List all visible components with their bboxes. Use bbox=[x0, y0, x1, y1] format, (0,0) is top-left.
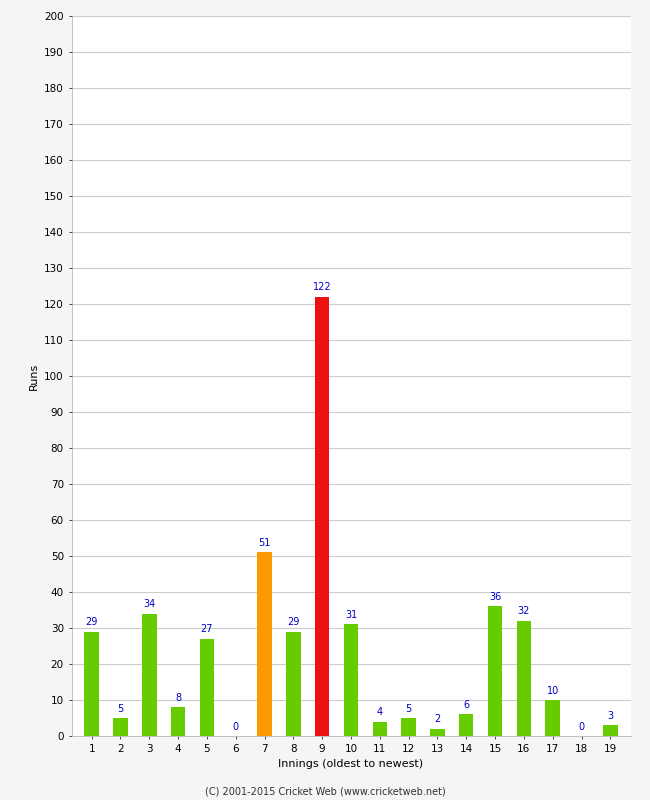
Bar bbox=[113, 718, 127, 736]
Bar bbox=[171, 707, 185, 736]
Text: 29: 29 bbox=[287, 618, 300, 627]
Bar bbox=[488, 606, 502, 736]
Bar bbox=[315, 297, 330, 736]
Bar bbox=[402, 718, 416, 736]
Bar bbox=[200, 638, 214, 736]
Text: 0: 0 bbox=[578, 722, 584, 732]
Bar bbox=[286, 632, 300, 736]
Text: 32: 32 bbox=[517, 606, 530, 617]
Text: 6: 6 bbox=[463, 700, 469, 710]
Text: 51: 51 bbox=[258, 538, 271, 548]
Bar bbox=[545, 700, 560, 736]
Text: 36: 36 bbox=[489, 592, 501, 602]
Bar bbox=[372, 722, 387, 736]
Text: 122: 122 bbox=[313, 282, 332, 293]
Bar bbox=[142, 614, 157, 736]
Text: 0: 0 bbox=[233, 722, 239, 732]
X-axis label: Innings (oldest to newest): Innings (oldest to newest) bbox=[278, 759, 424, 769]
Text: 5: 5 bbox=[118, 704, 124, 714]
Text: 5: 5 bbox=[406, 704, 411, 714]
Bar bbox=[517, 621, 531, 736]
Bar bbox=[257, 553, 272, 736]
Y-axis label: Runs: Runs bbox=[29, 362, 38, 390]
Text: 34: 34 bbox=[143, 599, 155, 610]
Text: 3: 3 bbox=[607, 711, 614, 721]
Bar bbox=[84, 632, 99, 736]
Bar bbox=[344, 624, 358, 736]
Bar bbox=[603, 726, 618, 736]
Text: (C) 2001-2015 Cricket Web (www.cricketweb.net): (C) 2001-2015 Cricket Web (www.cricketwe… bbox=[205, 786, 445, 796]
Text: 2: 2 bbox=[434, 714, 441, 725]
Text: 8: 8 bbox=[175, 693, 181, 703]
Bar bbox=[459, 714, 473, 736]
Text: 4: 4 bbox=[377, 707, 383, 718]
Text: 31: 31 bbox=[345, 610, 357, 620]
Text: 10: 10 bbox=[547, 686, 559, 696]
Text: 27: 27 bbox=[201, 625, 213, 634]
Bar bbox=[430, 729, 445, 736]
Text: 29: 29 bbox=[86, 618, 98, 627]
